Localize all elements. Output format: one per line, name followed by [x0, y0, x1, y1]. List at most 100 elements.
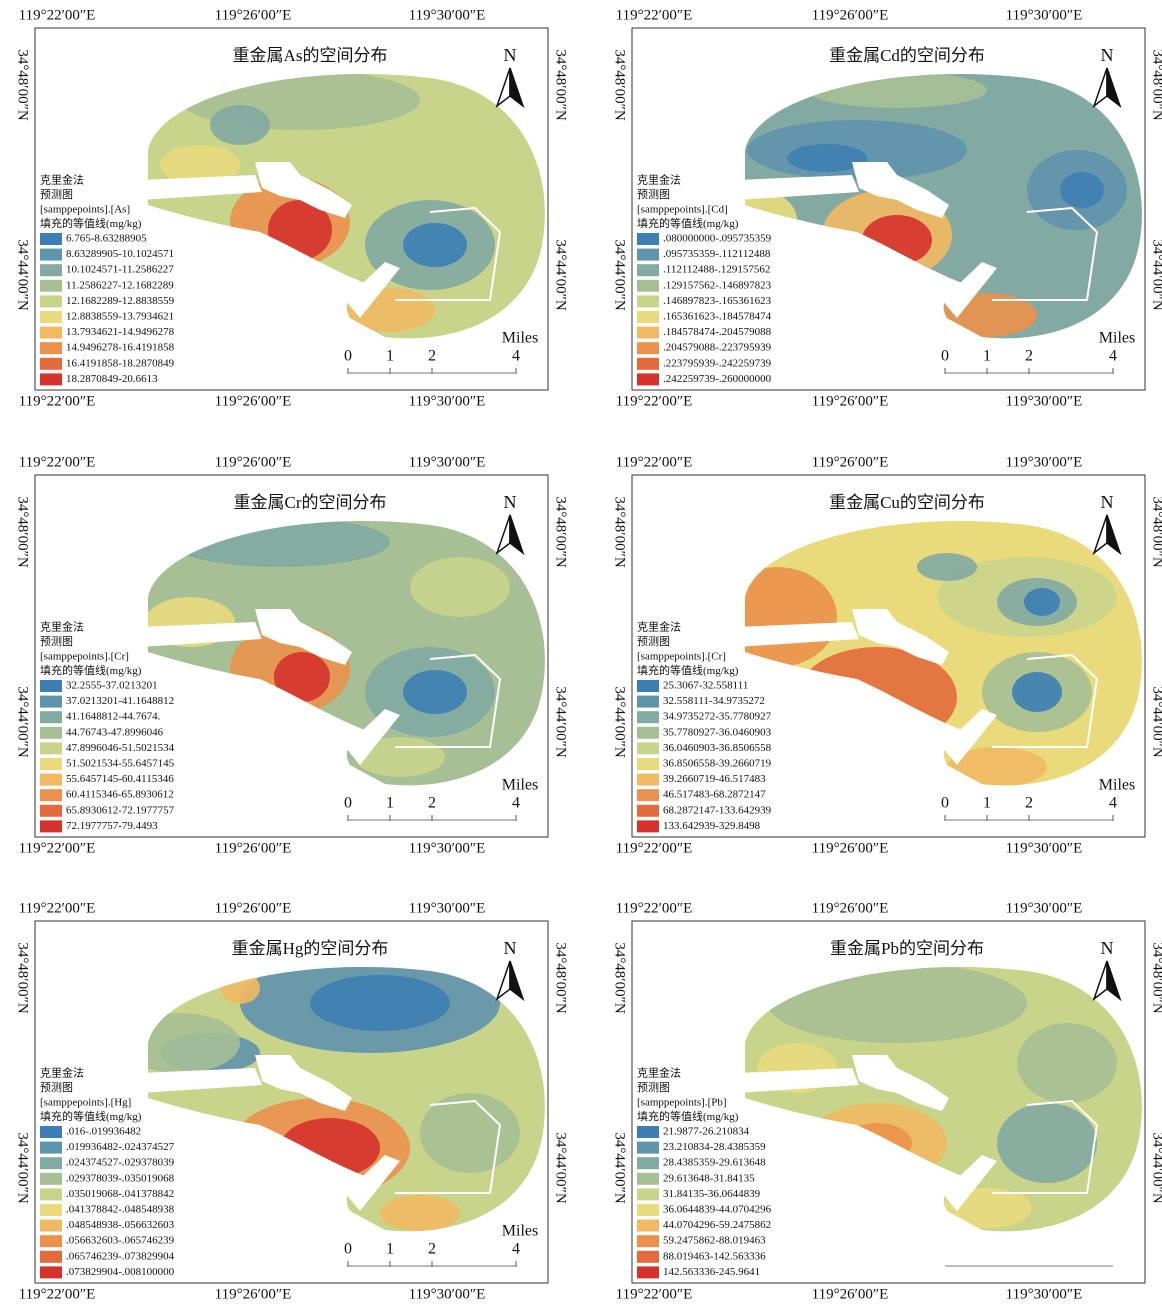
- legend-heading: 填充的等值线(mg/kg): [637, 663, 739, 677]
- legend-item: 44.0704296-59.2475862: [663, 1219, 771, 1231]
- scale-label: 2: [1025, 348, 1033, 365]
- coordinate-label: 119°22′00″E: [19, 1286, 96, 1302]
- scale-label: 4: [512, 795, 520, 812]
- scale-label: 2: [428, 348, 436, 365]
- legend-swatch: [40, 1157, 62, 1170]
- legend-item: .029378039-.035019068: [66, 1172, 175, 1184]
- legend-swatch: [40, 1266, 62, 1279]
- scale-label: 1: [386, 1241, 394, 1258]
- legend-item: 36.8506558-39.2660719: [663, 758, 772, 770]
- breakwater: [395, 653, 502, 748]
- legend-item: .041378842-.048548938: [66, 1204, 175, 1216]
- legend-swatch: [637, 1266, 659, 1279]
- legend-item: 72.1977757-79.4493: [66, 820, 158, 832]
- coordinate-label: 34°48′00″N: [612, 942, 628, 1014]
- coordinate-label: 119°22′00″E: [616, 840, 693, 856]
- legend-swatch: [40, 1126, 62, 1138]
- contour-zone: [787, 144, 867, 172]
- breakwater: [395, 1099, 502, 1194]
- contour-zone: [1024, 588, 1060, 616]
- land-area: [737, 622, 859, 647]
- legend-item: 34.9735272-35.7780927: [663, 711, 772, 723]
- legend-item: 65.8930612-72.1977757: [66, 804, 175, 816]
- legend-item: .242259739-.260000000: [663, 373, 772, 385]
- contour-zone: [997, 1103, 1097, 1183]
- legend-item: 8.63289905-10.1024571: [66, 248, 174, 260]
- legend-heading: 填充的等值线(mg/kg): [40, 663, 142, 677]
- legend-swatch: [637, 758, 659, 770]
- coordinate-label: 34°48′00″N: [15, 942, 31, 1014]
- land-area: [737, 1068, 859, 1093]
- legend-swatch: [637, 1126, 659, 1138]
- legend-item: .165361623-.184578474: [663, 311, 772, 323]
- map-panel: 119°22′00″E 119°26′00″E 119°30′00″E 119°22′…: [15, 7, 569, 409]
- legend-swatch: [637, 326, 659, 339]
- legend-item: .056632603-.065746239: [66, 1235, 175, 1247]
- legend-item: 46.517483-68.2872147: [663, 789, 766, 801]
- land-area: [737, 175, 859, 200]
- legend-heading: 克里金法: [637, 173, 681, 187]
- legend-swatch: [40, 248, 62, 261]
- legend-swatch: [40, 711, 62, 724]
- contour-zone: [917, 553, 977, 581]
- north-label: N: [1101, 45, 1114, 65]
- legend-item: 60.4115346-65.8930612: [66, 789, 174, 801]
- legend-swatch: [40, 342, 62, 355]
- scale-label: 0: [344, 1241, 352, 1258]
- coordinate-label: 34°48′00″N: [1150, 496, 1162, 568]
- scale-label: 0: [941, 795, 949, 812]
- coordinate-label: 119°22′00″E: [19, 454, 96, 470]
- coordinate-label: 119°30′00″E: [1006, 393, 1083, 409]
- coordinate-label: 119°26′00″E: [215, 7, 292, 23]
- legend-item: .016-.019936482: [66, 1126, 141, 1138]
- coordinate-label: 119°30′00″E: [409, 7, 486, 23]
- contour-zone: [1060, 172, 1104, 208]
- legend-swatch: [637, 726, 659, 739]
- legend-heading: 预测图: [637, 635, 670, 648]
- legend-heading: 预测图: [40, 635, 73, 648]
- legend-item: 36.0460903-36.8506558: [663, 742, 772, 754]
- coordinate-label: 119°26′00″E: [215, 1286, 292, 1302]
- legend-swatch: [637, 1204, 659, 1216]
- legend-item: 39.2660719-46.517483: [663, 773, 766, 785]
- legend-item: .035019068-.041378842: [66, 1188, 174, 1200]
- land-area: [852, 1055, 949, 1111]
- legend-swatch: [40, 311, 62, 323]
- coordinate-label: 34°48′00″N: [15, 496, 31, 568]
- legend-swatch: [637, 804, 659, 817]
- legend-heading: [samppepoints].[Cr]: [40, 651, 129, 663]
- land-area: [255, 609, 352, 665]
- legend-swatch: [637, 311, 659, 323]
- legend-heading: 预测图: [40, 188, 73, 201]
- legend-item: 35.7780927-36.0460903: [663, 726, 772, 738]
- legend-swatch: [40, 1235, 62, 1248]
- legend-item: .204579088-.223795939: [663, 342, 772, 354]
- scale-label: 1: [983, 795, 991, 812]
- legend-swatch: [637, 342, 659, 355]
- legend-heading: 预测图: [40, 1081, 73, 1094]
- contour-zone: [403, 223, 467, 267]
- legend-item: 10.1024571-11.2586227: [66, 264, 174, 276]
- legend-swatch: [637, 789, 659, 802]
- scale-label: 4: [1109, 348, 1117, 365]
- legend-heading: 克里金法: [40, 620, 84, 634]
- legend-swatch: [40, 264, 62, 277]
- map-panel: 119°22′00″E 119°26′00″E 119°30′00″E 119°22′…: [612, 454, 1162, 856]
- coordinate-label: 119°30′00″E: [409, 393, 486, 409]
- coordinate-label: 119°26′00″E: [812, 393, 889, 409]
- legend-swatch: [637, 680, 659, 692]
- legend-swatch: [637, 1250, 659, 1263]
- land-area: [140, 622, 262, 647]
- map-panel: 119°22′00″E 119°26′00″E 119°30′00″E 119°22′…: [15, 454, 569, 856]
- scale-label: 0: [344, 348, 352, 365]
- coordinate-label: 34°48′00″N: [553, 496, 569, 568]
- land-area: [255, 1055, 352, 1111]
- legend-heading: [samppepoints].[Hg]: [40, 1097, 131, 1109]
- north-label: N: [1101, 492, 1114, 512]
- coordinate-label: 119°26′00″E: [215, 393, 292, 409]
- legend-item: 68.2872147-133.642939: [663, 804, 772, 816]
- legend-heading: 预测图: [637, 1081, 670, 1094]
- land-area: [737, 672, 847, 709]
- legend-swatch: [637, 1157, 659, 1170]
- scale-unit: Miles: [502, 330, 538, 347]
